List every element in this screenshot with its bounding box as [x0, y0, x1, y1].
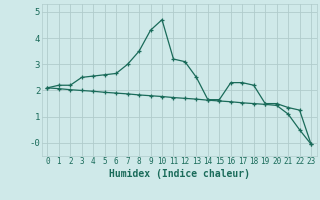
X-axis label: Humidex (Indice chaleur): Humidex (Indice chaleur): [109, 169, 250, 179]
